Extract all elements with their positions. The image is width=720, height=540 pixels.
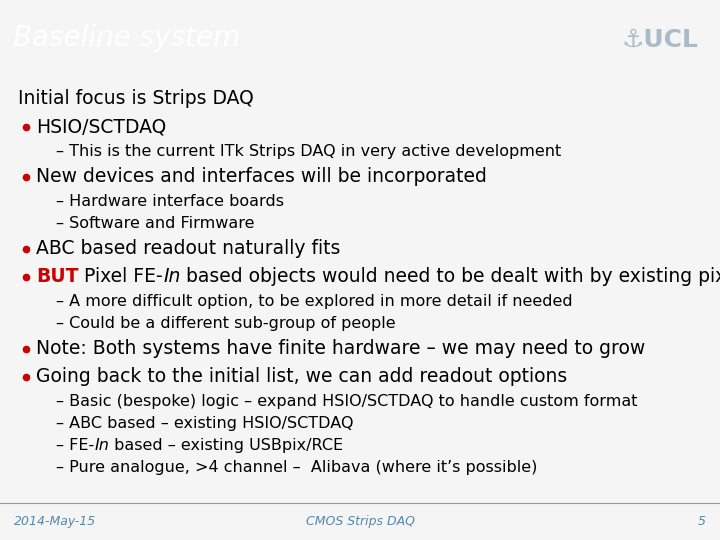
Text: 2014-May-15: 2014-May-15: [14, 515, 96, 528]
Text: Note: Both systems have finite hardware – we may need to grow: Note: Both systems have finite hardware …: [36, 340, 645, 359]
Text: – This is the current ITk Strips DAQ in very active development: – This is the current ITk Strips DAQ in …: [56, 144, 562, 159]
Text: – A more difficult option, to be explored in more detail if needed: – A more difficult option, to be explore…: [56, 294, 572, 309]
Text: In: In: [163, 267, 181, 286]
Text: – Software and Firmware: – Software and Firmware: [56, 217, 254, 232]
Text: HSIO/SCTDAQ: HSIO/SCTDAQ: [36, 117, 166, 137]
Text: – ABC based – existing HSIO/SCTDAQ: – ABC based – existing HSIO/SCTDAQ: [56, 416, 354, 431]
Text: Going back to the initial list, we can add readout options: Going back to the initial list, we can a…: [36, 367, 567, 387]
Text: – Basic (bespoke) logic – expand HSIO/SCTDAQ to handle custom format: – Basic (bespoke) logic – expand HSIO/SC…: [56, 394, 637, 409]
Text: – FE-: – FE-: [56, 438, 94, 454]
Text: – Hardware interface boards: – Hardware interface boards: [56, 194, 284, 210]
Text: Initial focus is Strips DAQ: Initial focus is Strips DAQ: [18, 90, 253, 109]
Text: based objects would need to be dealt with by existing pixel systems: based objects would need to be dealt wit…: [181, 267, 720, 286]
Text: ⚓UCL: ⚓UCL: [621, 28, 698, 52]
Text: 5: 5: [698, 515, 706, 528]
Text: In: In: [94, 438, 109, 454]
Text: New devices and interfaces will be incorporated: New devices and interfaces will be incor…: [36, 167, 487, 186]
Text: CMOS Strips DAQ: CMOS Strips DAQ: [305, 515, 415, 528]
Text: ABC based readout naturally fits: ABC based readout naturally fits: [36, 239, 341, 259]
Text: – Could be a different sub-group of people: – Could be a different sub-group of peop…: [56, 316, 395, 332]
Text: Pixel FE-: Pixel FE-: [78, 267, 163, 286]
Text: based – existing USBpix/RCE: based – existing USBpix/RCE: [109, 438, 343, 454]
Text: BUT: BUT: [36, 267, 78, 286]
Text: – Pure analogue, >4 channel –  Alibava (where it’s possible): – Pure analogue, >4 channel – Alibava (w…: [56, 461, 537, 475]
Text: Baseline system: Baseline system: [13, 24, 240, 52]
